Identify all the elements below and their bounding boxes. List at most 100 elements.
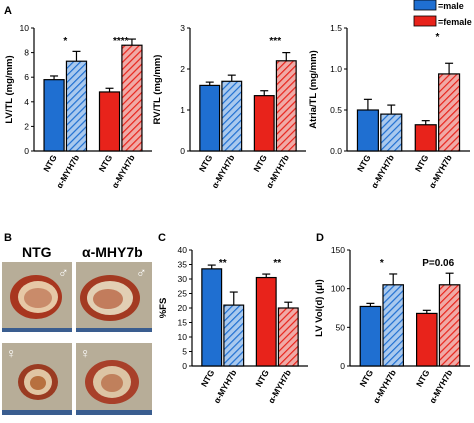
panel-label-d: D [316,232,324,244]
y-tick-label: 0 [182,361,187,371]
y-tick-label: 1.0 [330,64,342,74]
bar-male-ntg [43,79,65,152]
significance-label: *** [269,36,281,47]
female-symbol-ntg: ♀ [6,345,17,361]
significance-label: ** [273,258,281,269]
y-axis-title: LV Vol(d) (μl) [314,279,325,337]
y-tick-label: 0.5 [330,105,342,115]
significance-label: P=0.06 [422,258,454,269]
bar-female-mhy7b [438,284,461,367]
photo-header-ntg: NTG [22,244,52,260]
y-tick-label: 10 [178,332,188,342]
category-label: NTG [251,153,269,174]
category-label: NTG [197,153,215,174]
legend-female-swatch [413,15,437,27]
y-tick-label: 0 [24,146,29,156]
y-tick-label: 100 [331,284,345,294]
photo-male-mhy7b [76,262,152,332]
photo-male-ntg [2,262,72,332]
photo-panel: NTG α-MHY7b [2,244,152,415]
y-tick-label: 8 [24,48,29,58]
category-label: NTG [357,368,375,389]
bar-male-mhy7b [221,80,243,152]
y-tick-label: 15 [178,318,188,328]
panel-label-c: C [158,232,166,244]
bar-female-ntg [253,95,275,152]
significance-label: * [63,36,67,47]
y-tick-label: 10 [20,23,30,33]
photo-female-ntg [2,343,72,415]
y-tick-label: 0.0 [330,146,342,156]
y-tick-label: 2 [180,64,185,74]
bar-male-mhy7b [382,284,404,367]
category-label: α-MYH7b [427,368,454,405]
significance-label: **** [113,36,129,47]
legend-male-label: =male [438,1,464,11]
y-tick-label: 5 [182,347,187,357]
y-tick-label: 3 [180,23,185,33]
category-label: NTG [253,368,271,389]
y-tick-label: 40 [178,245,188,255]
y-tick-label: 50 [336,322,346,332]
legend-female-label: =female [438,17,472,27]
bar-female-ntg [416,312,438,367]
bar-female-ntg [414,124,437,152]
category-label: α-MYH7b [427,153,454,190]
bar-female-ntg [255,276,277,367]
male-symbol-mhy7b: ♂ [136,264,147,280]
y-tick-label: 30 [178,274,188,284]
bar-female-mhy7b [275,60,297,152]
y-tick-label: 1 [180,105,185,115]
y-axis-title: %FS [158,298,169,319]
significance-label: ** [219,258,227,269]
bar-male-mhy7b [380,113,403,152]
category-label: NTG [199,368,217,389]
bar-female-mhy7b [277,307,299,367]
significance-label: * [435,32,439,43]
y-axis-title: Atria/TL (mg/mm) [308,50,319,128]
y-tick-label: 1.5 [330,23,342,33]
legend-male-swatch [413,0,437,11]
bar-female-mhy7b [121,44,143,152]
y-tick-label: 150 [331,245,345,255]
y-tick-label: 6 [24,72,29,82]
category-label: NTG [414,368,432,389]
panel-label-b: B [4,232,12,244]
y-tick-label: 4 [24,97,29,107]
category-label: NTG [355,153,373,174]
y-tick-label: 0 [340,361,345,371]
bar-male-mhy7b [65,60,88,152]
y-tick-label: 2 [24,121,29,131]
y-tick-label: 35 [178,260,188,270]
category-label: NTG [41,153,59,174]
female-symbol-mhy7b: ♀ [80,345,91,361]
legend: =male =female [413,0,472,27]
bar-male-ntg [359,305,382,367]
bar-female-mhy7b [438,73,461,152]
y-axis-title: LV/TL (mg/mm) [4,55,15,123]
y-tick-label: 25 [178,289,188,299]
bar-male-mhy7b [223,304,245,367]
bar-male-ntg [356,109,379,152]
y-tick-label: 0 [180,146,185,156]
y-tick-label: 20 [178,303,188,313]
photo-female-mhy7b [76,343,152,415]
male-symbol-ntg: ♂ [58,264,69,280]
significance-label: * [380,258,384,269]
bar-female-ntg [98,91,121,152]
panel-label-a: A [4,5,12,17]
category-label: α-MYH7b [371,368,398,405]
bar-male-ntg [199,84,221,152]
photo-header-mhy7b: α-MHY7b [82,244,143,260]
bar-male-ntg [201,268,223,367]
category-label: NTG [413,153,431,174]
category-label: NTG [97,153,115,174]
y-axis-title: RV/TL (mg/mm) [152,55,163,125]
